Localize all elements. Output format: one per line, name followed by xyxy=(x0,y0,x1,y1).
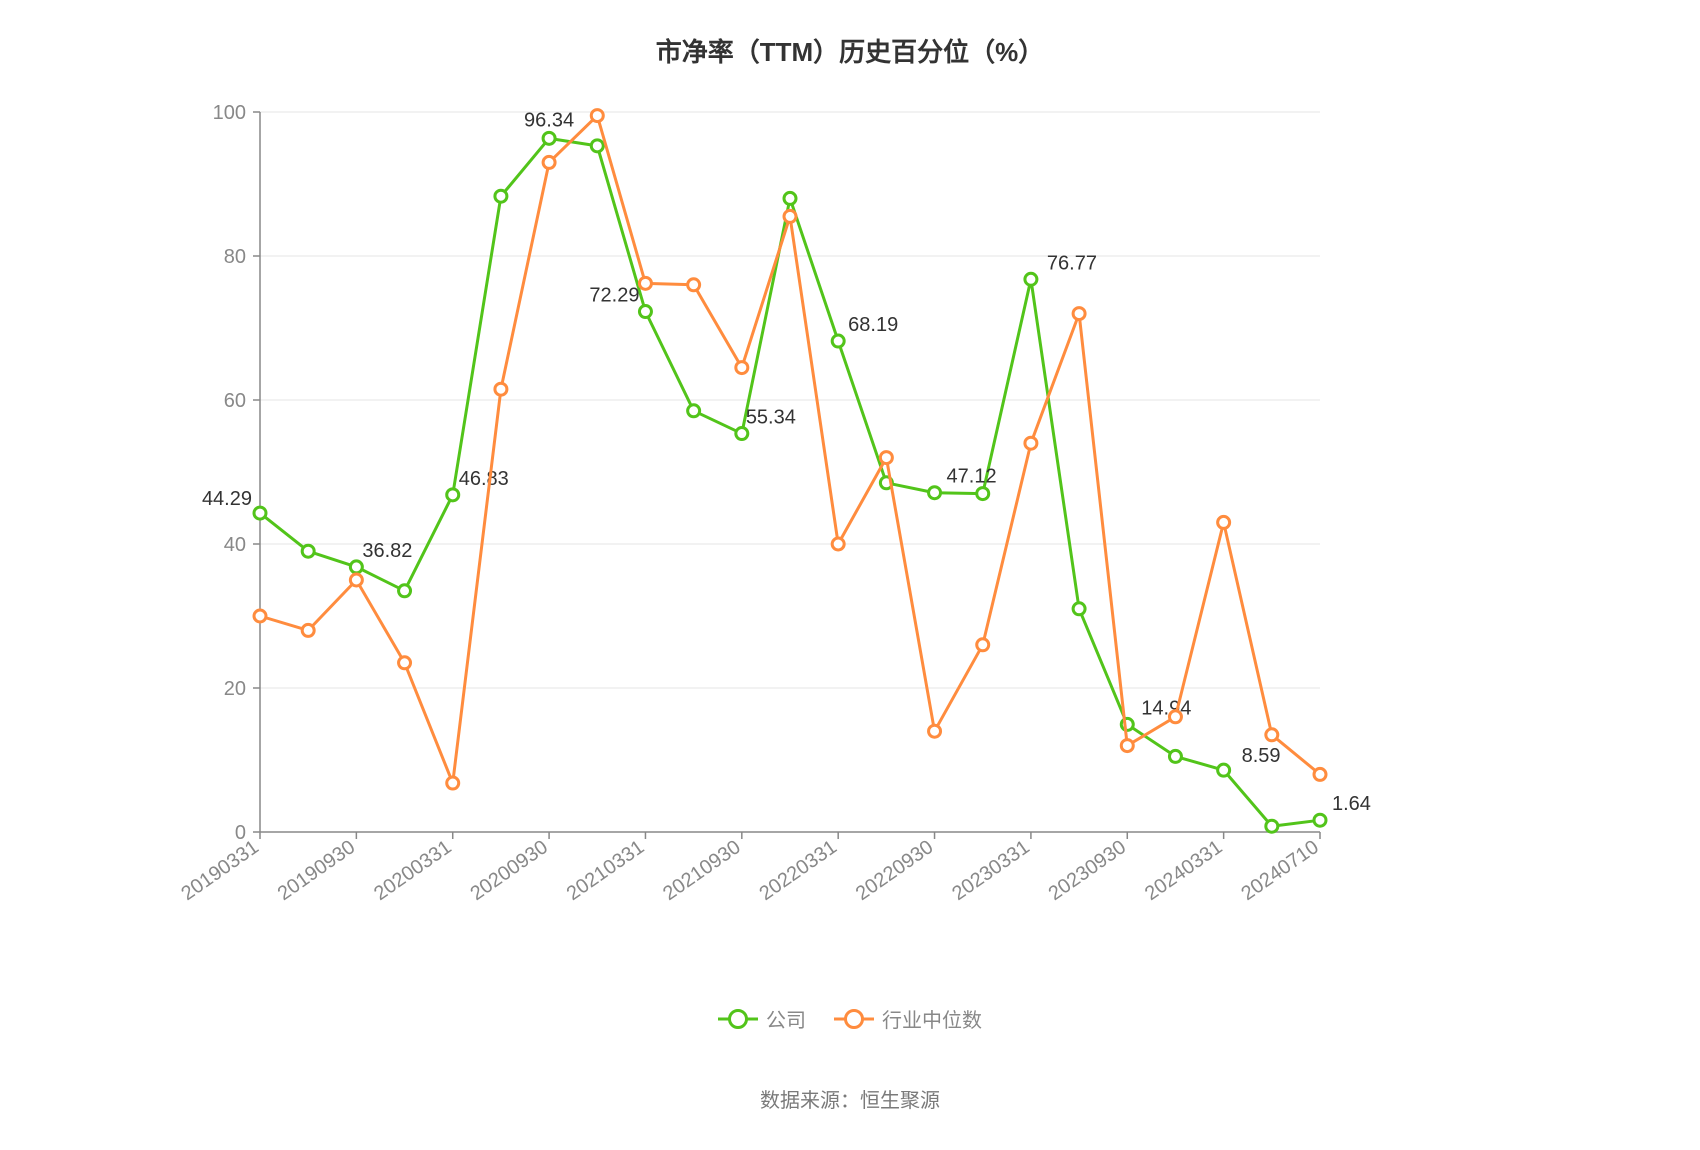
x-tick-label: 20220930 xyxy=(852,836,938,905)
legend-item-label: 行业中位数 xyxy=(882,1004,982,1033)
series-marker-industry_median[interactable] xyxy=(1218,516,1230,528)
x-tick-label: 20190331 xyxy=(177,836,263,905)
series-marker-company[interactable] xyxy=(447,489,459,501)
data-label-company: 1.64 xyxy=(1332,793,1371,815)
series-marker-industry_median[interactable] xyxy=(880,452,892,464)
series-marker-industry_median[interactable] xyxy=(977,639,989,651)
data-label-company: 72.29 xyxy=(589,285,639,307)
pb-percentile-line-chart: 0204060801002019033120190930202003312020… xyxy=(0,0,1700,1150)
series-marker-industry_median[interactable] xyxy=(832,538,844,550)
y-tick-label: 60 xyxy=(224,390,246,412)
series-marker-company[interactable] xyxy=(929,487,941,499)
series-marker-company[interactable] xyxy=(350,561,362,573)
series-marker-industry_median[interactable] xyxy=(1314,768,1326,780)
series-marker-company[interactable] xyxy=(688,405,700,417)
series-marker-company[interactable] xyxy=(1025,273,1037,285)
x-tick-label: 20240331 xyxy=(1141,836,1227,905)
series-marker-industry_median[interactable] xyxy=(1266,729,1278,741)
series-marker-industry_median[interactable] xyxy=(1121,740,1133,752)
series-marker-industry_median[interactable] xyxy=(639,277,651,289)
x-tick-label: 20190930 xyxy=(274,836,360,905)
series-marker-industry_median[interactable] xyxy=(543,156,555,168)
y-tick-label: 40 xyxy=(224,534,246,556)
series-marker-company[interactable] xyxy=(639,306,651,318)
data-label-company: 76.77 xyxy=(1047,252,1097,274)
x-tick-label: 20230930 xyxy=(1045,836,1131,905)
data-label-company: 47.12 xyxy=(947,466,997,488)
series-marker-industry_median[interactable] xyxy=(447,777,459,789)
chart-title: 市净率（TTM）历史百分位（%） xyxy=(0,32,1700,69)
x-tick-label: 20200930 xyxy=(466,836,552,905)
series-marker-company[interactable] xyxy=(1073,603,1085,615)
series-marker-industry_median[interactable] xyxy=(254,610,266,622)
series-marker-company[interactable] xyxy=(1314,814,1326,826)
y-tick-label: 100 xyxy=(213,102,246,124)
y-tick-label: 80 xyxy=(224,246,246,268)
series-marker-industry_median[interactable] xyxy=(784,210,796,222)
series-marker-company[interactable] xyxy=(591,140,603,152)
series-marker-company[interactable] xyxy=(832,335,844,347)
x-tick-label: 20200331 xyxy=(370,836,456,905)
data-label-company: 14.94 xyxy=(1141,697,1191,719)
legend-marker-icon xyxy=(834,1012,874,1026)
series-marker-company[interactable] xyxy=(1266,820,1278,832)
series-marker-company[interactable] xyxy=(977,488,989,500)
series-marker-industry_median[interactable] xyxy=(1073,308,1085,320)
series-marker-company[interactable] xyxy=(495,190,507,202)
data-label-company: 44.29 xyxy=(202,488,252,510)
data-label-company: 36.82 xyxy=(362,540,412,562)
series-marker-industry_median[interactable] xyxy=(302,624,314,636)
x-tick-label: 20210930 xyxy=(659,836,745,905)
series-marker-industry_median[interactable] xyxy=(1169,711,1181,723)
series-marker-company[interactable] xyxy=(302,545,314,557)
x-tick-label: 20210331 xyxy=(563,836,649,905)
x-tick-label: 20240710 xyxy=(1237,836,1323,905)
series-marker-industry_median[interactable] xyxy=(929,725,941,737)
data-source-footer: 数据来源：恒生聚源 xyxy=(0,1084,1700,1113)
data-label-company: 96.34 xyxy=(524,109,574,131)
series-marker-company[interactable] xyxy=(254,507,266,519)
data-label-company: 68.19 xyxy=(848,314,898,336)
series-line-company xyxy=(260,138,1320,826)
series-marker-company[interactable] xyxy=(784,192,796,204)
series-marker-company[interactable] xyxy=(543,132,555,144)
series-marker-company[interactable] xyxy=(736,428,748,440)
data-label-company: 55.34 xyxy=(746,407,796,429)
series-marker-industry_median[interactable] xyxy=(591,110,603,122)
legend-marker-icon xyxy=(718,1012,758,1026)
series-marker-company[interactable] xyxy=(1169,750,1181,762)
series-marker-company[interactable] xyxy=(1218,764,1230,776)
x-tick-label: 20220331 xyxy=(756,836,842,905)
data-label-company: 8.59 xyxy=(1242,745,1281,767)
x-tick-label: 20230331 xyxy=(948,836,1034,905)
legend-item-industry_median[interactable]: 行业中位数 xyxy=(834,1004,982,1033)
series-marker-industry_median[interactable] xyxy=(350,574,362,586)
legend: 公司 行业中位数 xyxy=(0,1004,1700,1033)
series-marker-industry_median[interactable] xyxy=(1025,437,1037,449)
data-label-company: 46.83 xyxy=(459,468,509,490)
series-marker-industry_median[interactable] xyxy=(399,657,411,669)
series-marker-industry_median[interactable] xyxy=(495,383,507,395)
series-marker-company[interactable] xyxy=(399,585,411,597)
legend-item-label: 公司 xyxy=(766,1004,806,1033)
series-marker-industry_median[interactable] xyxy=(688,279,700,291)
series-marker-industry_median[interactable] xyxy=(736,362,748,374)
legend-item-company[interactable]: 公司 xyxy=(718,1004,806,1033)
y-tick-label: 20 xyxy=(224,678,246,700)
